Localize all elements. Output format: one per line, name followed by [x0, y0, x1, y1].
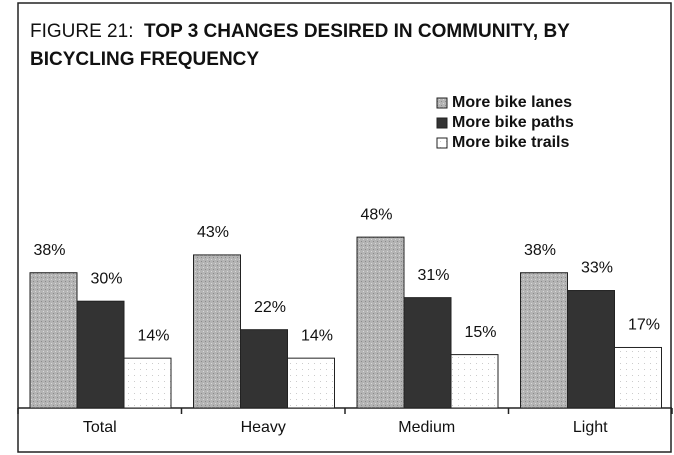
- legend-swatch: [436, 117, 448, 129]
- value-label: 15%: [464, 324, 496, 341]
- value-label: 30%: [90, 270, 122, 287]
- bar: [193, 254, 241, 409]
- bar: [403, 297, 452, 409]
- figure-label: FIGURE 21:: [30, 21, 134, 42]
- legend-label: More bike paths: [452, 114, 574, 131]
- legend-swatch: [436, 97, 448, 109]
- value-label: 43%: [197, 224, 229, 241]
- chart-title-block: FIGURE 21: TOP 3 CHANGES DESIRED IN COMM…: [30, 18, 670, 74]
- bar: [76, 300, 125, 409]
- x-tick-label: Total: [83, 419, 117, 436]
- legend-label: More bike trails: [452, 134, 569, 151]
- bar: [29, 272, 78, 409]
- frame: [17, 2, 672, 453]
- bar: [567, 290, 615, 409]
- x-tick-label: Medium: [398, 419, 455, 436]
- value-label: 31%: [417, 267, 449, 284]
- bar: [520, 272, 568, 409]
- value-label: 17%: [628, 317, 660, 334]
- legend-swatch: [436, 137, 448, 149]
- value-label: 38%: [33, 242, 65, 259]
- legend-label: More bike lanes: [452, 94, 572, 111]
- value-label: 14%: [301, 327, 333, 344]
- value-label: 22%: [254, 299, 286, 316]
- value-label: 14%: [137, 327, 169, 344]
- x-tick-label: Heavy: [241, 419, 286, 436]
- bar: [356, 236, 405, 409]
- bar: [287, 357, 335, 409]
- bar: [123, 357, 172, 409]
- chart-title: TOP 3 CHANGES DESIRED IN COMMUNITY, BY B…: [30, 21, 570, 70]
- value-label: 48%: [360, 206, 392, 223]
- bar: [614, 346, 662, 409]
- value-label: 33%: [581, 260, 613, 277]
- x-tick-label: Light: [573, 419, 608, 436]
- bar: [450, 354, 499, 409]
- bar: [240, 329, 288, 409]
- value-label: 38%: [524, 242, 556, 259]
